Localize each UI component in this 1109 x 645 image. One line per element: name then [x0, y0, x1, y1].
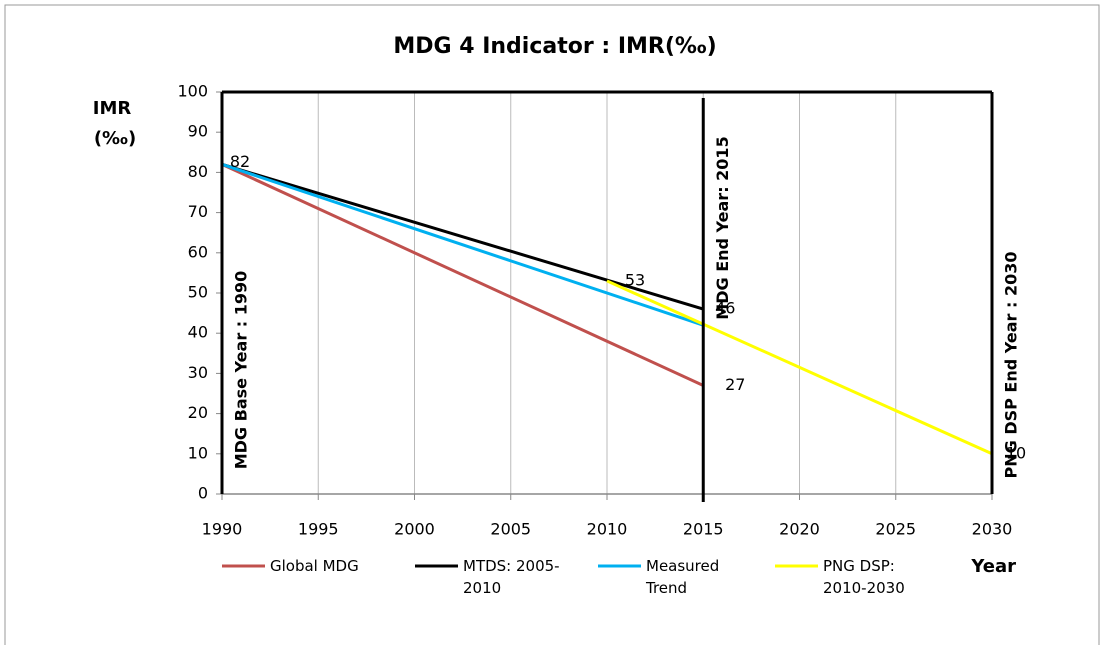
x-tick-label: 2025: [875, 520, 916, 539]
chart-title: MDG 4 Indicator : IMR(‰): [393, 34, 716, 59]
x-axis-label: Year: [970, 556, 1016, 577]
series-line: [221, 162, 704, 327]
y-tick-label: 10: [188, 443, 208, 462]
x-tick-label: 2030: [972, 520, 1013, 539]
x-tick-label: 1995: [298, 520, 339, 539]
legend-label: Global MDG: [270, 557, 359, 575]
y-tick-label: 20: [188, 403, 208, 422]
y-axis-label: IMR: [93, 98, 132, 119]
y-tick-label: 80: [188, 162, 208, 181]
frame: [4, 4, 1100, 645]
y-tick-label: 0: [198, 484, 208, 503]
series-line: [221, 162, 704, 311]
y-tick-label: 70: [188, 202, 208, 221]
y-tick-label: 40: [188, 323, 208, 342]
series-line: [221, 162, 704, 387]
data-label: 53: [625, 270, 645, 289]
x-tick-label: 2020: [779, 520, 820, 539]
data-label: 82: [230, 152, 250, 171]
series-line: [606, 279, 993, 456]
y-tick-label: 90: [188, 122, 208, 141]
x-tick-label: 2010: [587, 520, 628, 539]
x-tick-label: 2015: [683, 520, 724, 539]
y-tick-label: 30: [188, 363, 208, 382]
reference-label: MDG Base Year : 1990: [232, 271, 251, 470]
legend-label: Measured Trend: [646, 557, 720, 597]
x-tick-label: 1990: [202, 520, 243, 539]
y-axis-label: (‰): [94, 128, 136, 149]
legend-label: MTDS: 2005-2010: [463, 557, 560, 597]
reference-label: PNG DSP End Year : 2030: [1002, 252, 1021, 479]
y-tick-label: 60: [188, 242, 208, 261]
data-label: 27: [725, 375, 745, 394]
x-tick-label: 2000: [394, 520, 435, 539]
reference-label: MDG End Year: 2015: [713, 136, 732, 319]
data-label: 10: [1006, 443, 1026, 462]
x-tick-label: 2005: [490, 520, 531, 539]
y-tick-label: 50: [188, 283, 208, 302]
legend-label: PNG DSP: 2010-2030: [823, 557, 905, 597]
y-tick-label: 100: [177, 82, 208, 101]
data-label: 46: [715, 299, 735, 318]
